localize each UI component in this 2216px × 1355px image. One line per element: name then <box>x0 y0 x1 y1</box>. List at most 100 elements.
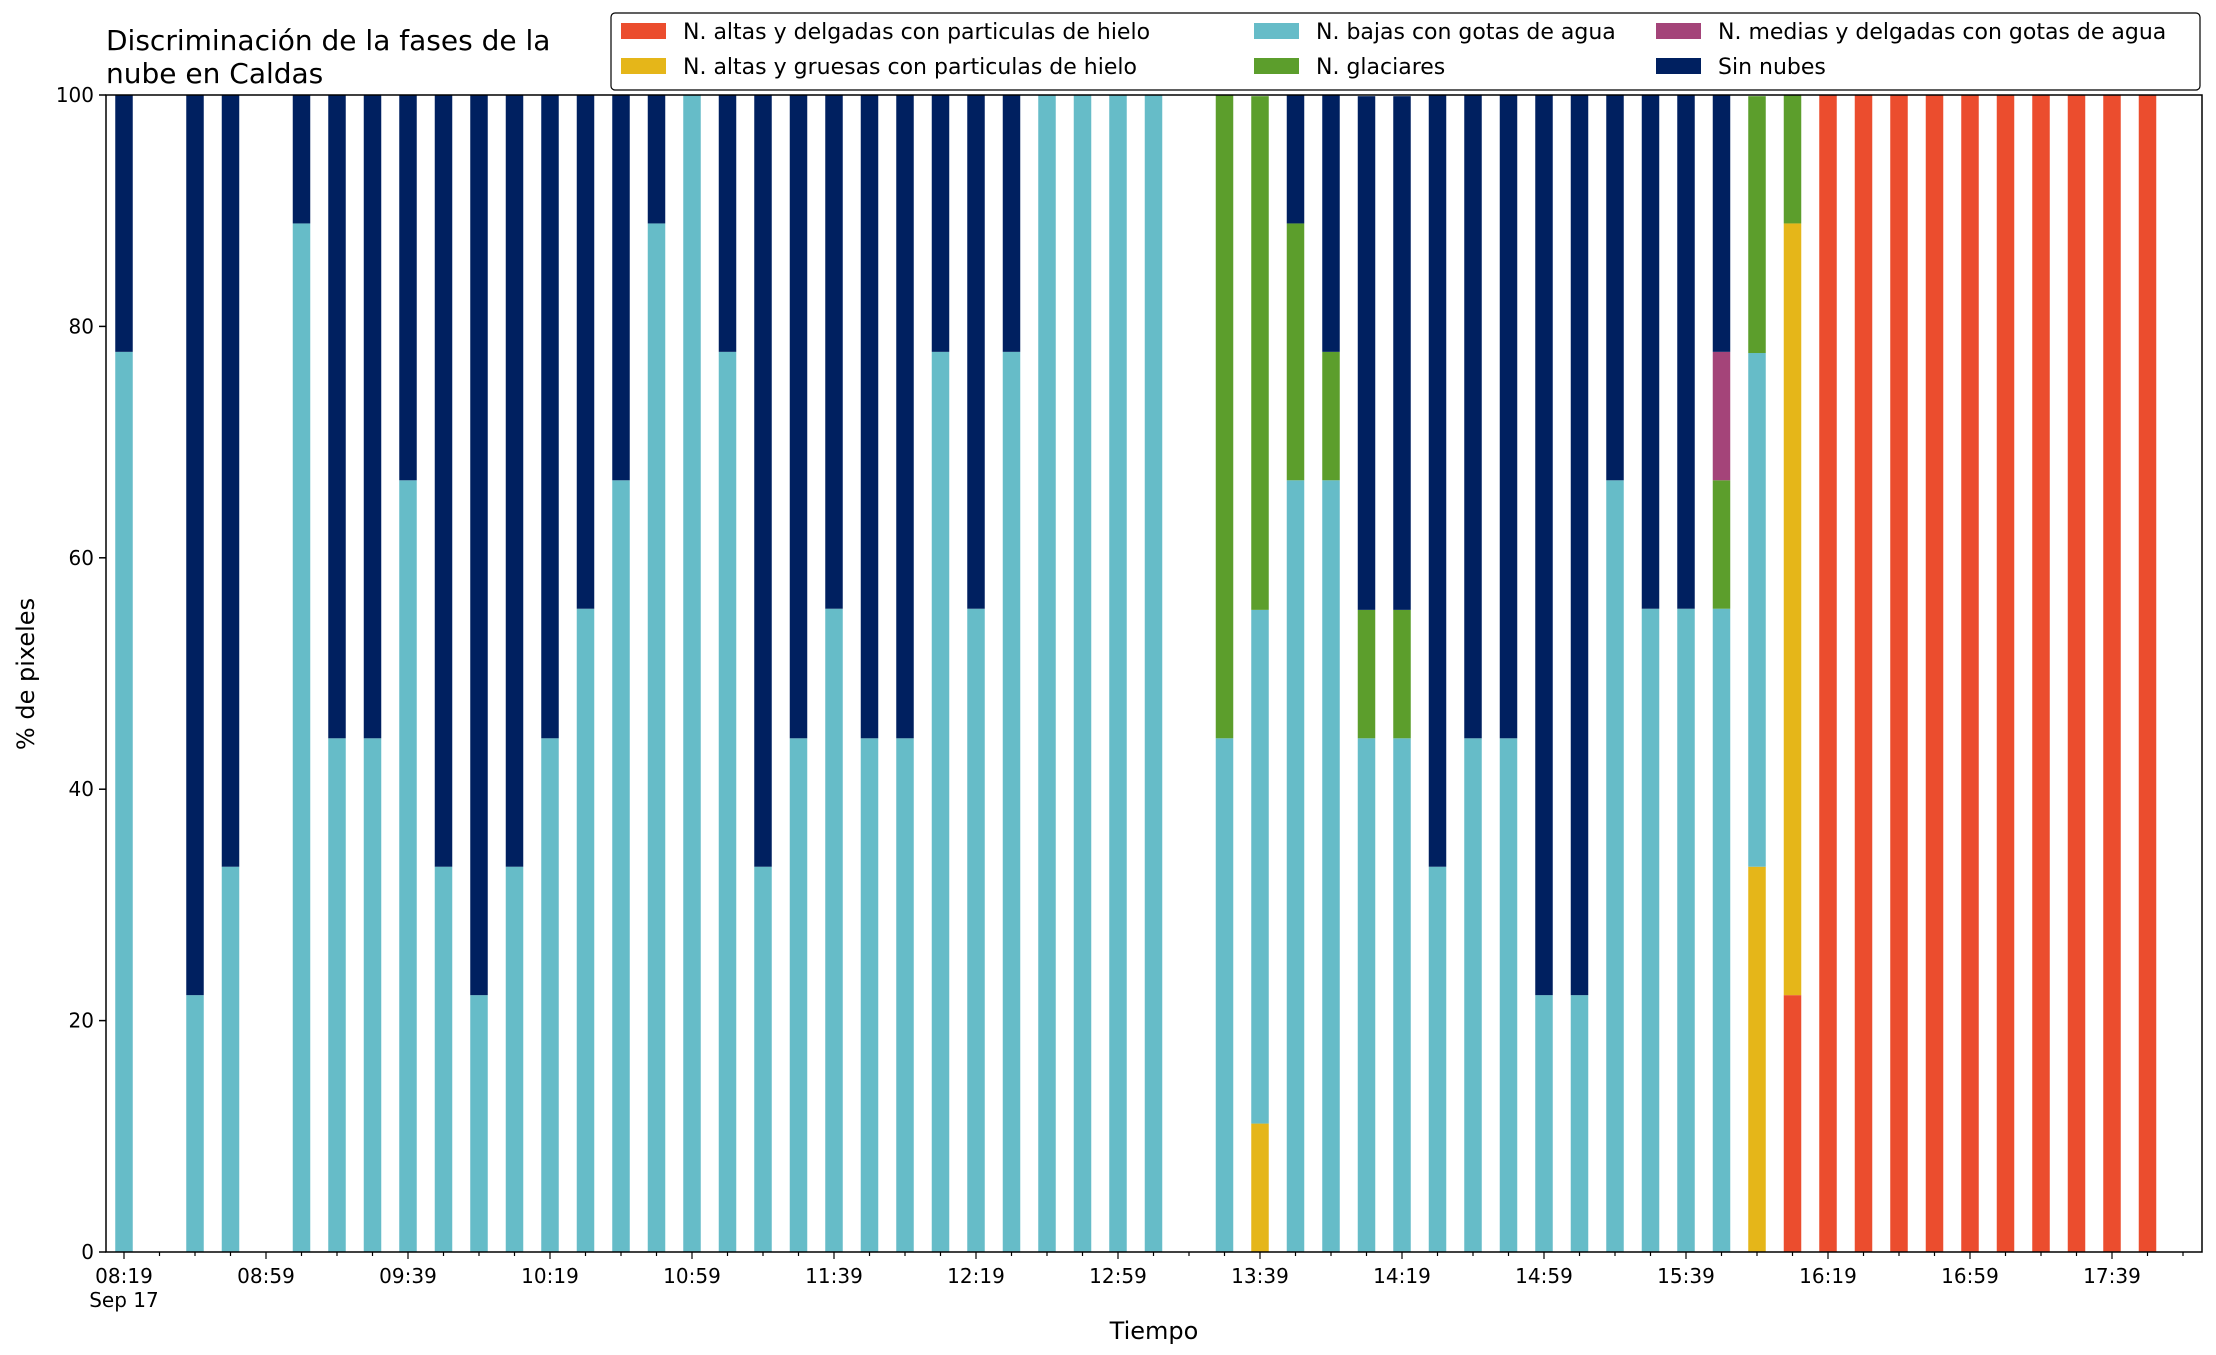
bar-segment-altas_gruesas-1609 <box>1783 223 1802 996</box>
y-tick-label: 20 <box>69 1009 94 1033</box>
bar-segment-altas_delgadas-1729 <box>2067 95 2086 1252</box>
legend-label-medias_agua: N. medias y delgadas con gotas de agua <box>1718 20 2166 45</box>
legend-swatch-altas_delgadas <box>621 23 666 39</box>
legend-label-altas_gruesas: N. altas y gruesas con particulas de hie… <box>683 55 1137 80</box>
bar-segment-glaciares-1339 <box>1251 96 1269 610</box>
x-tick-label: 08:59 <box>237 1264 295 1288</box>
bar-segment-bajas_agua-1459 <box>1535 995 1553 1252</box>
bar-segment-sin_nubes-1429 <box>1428 95 1447 867</box>
bar-segment-bajas_agua-1119 <box>754 866 772 1252</box>
bar-segment-sin_nubes-1349 <box>1286 95 1305 224</box>
x-tick-label: 11:39 <box>805 1264 863 1288</box>
x-tick-label: 14:59 <box>1515 1264 1573 1288</box>
bar-segment-glaciares-1349 <box>1286 223 1305 481</box>
bar-segment-bajas_agua-0909 <box>292 223 311 1253</box>
bar-segment-glaciares-1549 <box>1712 480 1731 609</box>
bar-segment-bajas_agua-1059 <box>683 95 701 1252</box>
bar-segment-glaciares-1609 <box>1783 95 1802 224</box>
legend-swatch-medias_agua <box>1656 23 1701 39</box>
bar-segment-bajas_agua-1139 <box>825 608 843 1252</box>
x-axis-label: Tiempo <box>1109 1317 1199 1345</box>
bar-segment-sin_nubes-1219 <box>967 95 985 609</box>
bar-segment-bajas_agua-1259 <box>1109 95 1127 1252</box>
bar-segment-sin_nubes-1409 <box>1357 96 1376 610</box>
bar-segment-bajas_agua-1529 <box>1641 608 1660 1252</box>
bar-segment-medias_agua-1549 <box>1712 351 1731 481</box>
x-tick-label: 10:59 <box>663 1264 721 1288</box>
bar-segment-altas_delgadas-1659 <box>1961 95 1979 1252</box>
bar-segment-sin_nubes-1209 <box>931 95 950 352</box>
bar-segment-bajas_agua-1019 <box>541 738 559 1252</box>
bar-segment-bajas_agua-1159 <box>896 738 914 1252</box>
bar-segment-altas_delgadas-1709 <box>1996 95 2015 1252</box>
y-axis: 0 20 40 60 80 100 <box>56 83 106 1264</box>
chart-title-line-2: nube en Caldas <box>106 57 323 90</box>
legend-label-bajas_agua: N. bajas con gotas de agua <box>1316 20 1616 45</box>
legend-swatch-bajas_agua <box>1254 23 1299 39</box>
bar-segment-sin_nubes-0949 <box>434 95 453 867</box>
bar-segment-sin_nubes-1119 <box>754 95 772 867</box>
bar-segment-sin_nubes-0819 <box>115 95 133 352</box>
bar-segment-bajas_agua-1109 <box>718 351 737 1253</box>
bar-segment-sin_nubes-1029 <box>576 95 595 609</box>
bar-segment-bajas_agua-0949 <box>434 866 453 1252</box>
bar-segment-bajas_agua-1249 <box>1073 95 1092 1252</box>
bar-segment-sin_nubes-1509 <box>1570 95 1589 996</box>
bar-segment-altas_delgadas-1719 <box>2032 95 2050 1252</box>
bar-segment-sin_nubes-0959 <box>470 95 488 996</box>
bar-segment-altas_delgadas-1619 <box>1819 95 1837 1252</box>
y-tick-label: 40 <box>69 777 94 801</box>
bar-segment-bajas_agua-1309 <box>1144 95 1163 1252</box>
bar-segment-bajas_agua-0939 <box>399 480 417 1252</box>
bar-segment-sin_nubes-1229 <box>1002 95 1021 352</box>
bar-segment-altas_gruesas-1339 <box>1251 1123 1269 1252</box>
chart-title-line-1: Discriminación de la fases de la <box>106 24 550 57</box>
bar-segment-sin_nubes-1539 <box>1677 95 1695 609</box>
bar-segment-bajas_agua-1549 <box>1712 608 1731 1252</box>
x-tick-label: 16:19 <box>1799 1264 1857 1288</box>
legend: N. altas y delgadas con particulas de hi… <box>610 12 2201 91</box>
y-axis-label: % de pixeles <box>12 598 40 750</box>
legend-label-altas_delgadas: N. altas y delgadas con particulas de hi… <box>683 20 1150 45</box>
bar-segment-sin_nubes-1139 <box>825 95 843 609</box>
bar-segment-sin_nubes-1459 <box>1535 95 1553 996</box>
bar-segment-bajas_agua-1509 <box>1570 995 1589 1252</box>
bar-segment-bajas_agua-1209 <box>931 351 950 1253</box>
bar-segment-bajas_agua-1359 <box>1322 480 1340 1252</box>
bar-segment-bajas_agua-1519 <box>1606 480 1624 1252</box>
bar-segment-bajas_agua-1029 <box>576 608 595 1252</box>
bar-segment-altas_delgadas-1639 <box>1890 95 1908 1252</box>
x-tick-label: 12:19 <box>947 1264 1005 1288</box>
bar-segment-sin_nubes-1109 <box>718 95 737 352</box>
bar-segment-bajas_agua-0819 <box>115 351 133 1253</box>
bar-segment-bajas_agua-1349 <box>1286 480 1305 1252</box>
x-axis: 08:19 08:59 09:39 10:19 10:59 11:39 12:19 12:59… <box>89 1252 2184 1312</box>
bar-segment-bajas_agua-1409 <box>1357 738 1376 1252</box>
y-tick-label: 100 <box>56 83 94 107</box>
bar-segment-bajas_agua-0959 <box>470 995 488 1252</box>
bar-segment-bajas_agua-1049 <box>647 223 666 1253</box>
bar-segment-bajas_agua-0839 <box>186 995 204 1252</box>
bar-segment-bajas_agua-1219 <box>967 608 985 1252</box>
bar-segment-sin_nubes-0849 <box>221 95 240 867</box>
bar-segment-bajas_agua-1559 <box>1748 353 1766 867</box>
bar-segment-bajas_agua-1009 <box>505 866 524 1252</box>
bar-segment-sin_nubes-1419 <box>1393 96 1411 610</box>
bar-segment-sin_nubes-1519 <box>1606 95 1624 481</box>
bar-segment-bajas_agua-1439 <box>1464 738 1482 1252</box>
x-tick-label: 15:39 <box>1657 1264 1715 1288</box>
bar-segment-sin_nubes-1129 <box>789 95 808 739</box>
bar-segment-sin_nubes-1529 <box>1641 95 1660 609</box>
legend-swatch-sin_nubes <box>1656 58 1701 74</box>
bar-segment-sin_nubes-0839 <box>186 95 204 996</box>
bar-segment-altas_gruesas-1559 <box>1748 866 1766 1252</box>
bar-segment-sin_nubes-0929 <box>363 95 382 739</box>
x-tick-label: 16:59 <box>1941 1264 1999 1288</box>
bar-segment-bajas_agua-1149 <box>860 738 879 1252</box>
bar-segment-glaciares-1409 <box>1357 609 1376 739</box>
y-tick-label: 60 <box>69 546 94 570</box>
x-date-label: Sep 17 <box>89 1288 159 1312</box>
bar-segment-bajas_agua-0919 <box>328 738 346 1252</box>
bar-segment-sin_nubes-1359 <box>1322 95 1340 352</box>
